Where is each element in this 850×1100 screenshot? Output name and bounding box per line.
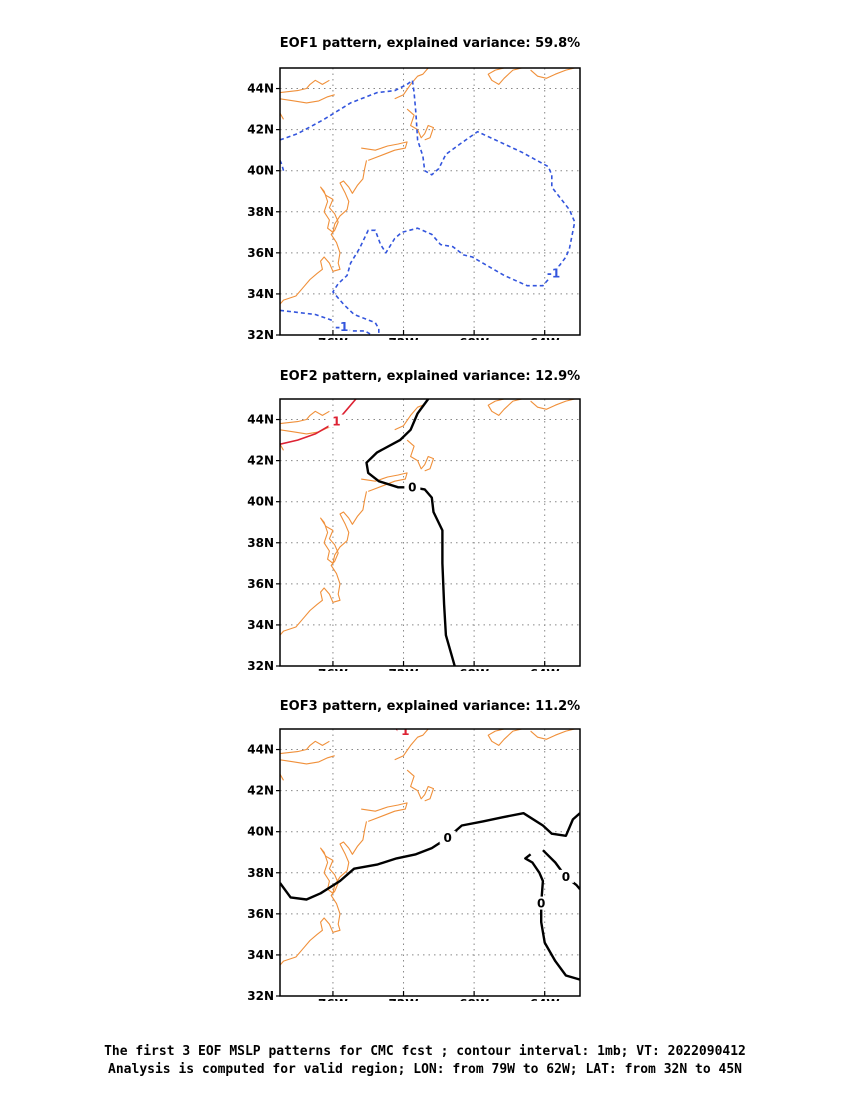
x-tick-label: 76W: [318, 667, 348, 671]
x-tick-label: 68W: [459, 667, 489, 671]
coastline: [406, 108, 435, 141]
coastline: [280, 160, 368, 305]
coastline: [280, 740, 330, 755]
coastline: [487, 399, 522, 416]
map-layers: 10: [280, 399, 575, 666]
y-tick-label: 36N: [247, 577, 274, 591]
contour-label-bg: [545, 266, 562, 280]
y-tick-label: 38N: [247, 536, 274, 550]
x-tick-label: 64W: [530, 997, 560, 1001]
coastline: [280, 410, 330, 425]
y-tick-label: 42N: [247, 123, 274, 137]
contour-label-bg: [328, 414, 345, 428]
y-tick-label: 44N: [247, 413, 274, 427]
x-tick-label: 76W: [318, 336, 348, 340]
y-tick-label: 40N: [247, 825, 274, 839]
panel-title-eof1: EOF1 pattern, explained variance: 59.8%: [279, 36, 581, 51]
y-tick-label: 42N: [247, 784, 274, 798]
y-tick-label: 34N: [247, 287, 274, 301]
y-tick-label: 36N: [247, 246, 274, 260]
contour-label: 0: [562, 870, 570, 884]
caption-line-2: Analysis is computed for valid region; L…: [108, 1062, 742, 1077]
coastline: [361, 472, 408, 492]
y-tick-label: 32N: [247, 328, 274, 340]
panel-title-eof3: EOF3 pattern, explained variance: 11.2%: [279, 699, 581, 714]
coastline: [487, 68, 522, 85]
contour-line: [280, 79, 576, 335]
panel-title-eof2: EOF2 pattern, explained variance: 12.9%: [279, 369, 581, 384]
x-tick-label: 72W: [389, 667, 419, 671]
coastline: [394, 68, 429, 100]
caption-line-1: The first 3 EOF MSLP patterns for CMC fc…: [104, 1044, 746, 1059]
contour-label-bg: [397, 729, 414, 738]
coastline: [361, 141, 408, 161]
coastline: [406, 439, 435, 472]
y-tick-label: 32N: [247, 659, 274, 671]
contour-label-bg: [533, 896, 550, 910]
contour-line: [365, 399, 456, 666]
map-frame: [279, 728, 581, 997]
eof2-map: 1076W72W68W64W44N42N40N38N36N34N32N: [247, 398, 581, 671]
coastline: [280, 79, 330, 94]
contour-label: 0: [537, 897, 545, 911]
coastline: [361, 802, 408, 822]
contour-label-bg: [439, 830, 456, 844]
x-tick-label: 64W: [530, 667, 560, 671]
x-tick-label: 72W: [389, 997, 419, 1001]
y-tick-label: 44N: [247, 82, 274, 96]
y-tick-label: 38N: [247, 205, 274, 219]
map-frame: [279, 67, 581, 336]
eof1-map: -1 -1 76W 72W 68W 64W 44N 42N 40N 38N 36N 34N 32N: [247, 67, 581, 340]
coastline: [530, 68, 575, 79]
contour-label-bg: [557, 869, 574, 883]
y-tick-label: 42N: [247, 454, 274, 468]
y-tick-label: 40N: [247, 495, 274, 509]
contour-label-bg: [404, 480, 421, 494]
x-tick-label: 64W: [530, 336, 560, 340]
contour-label: 0: [443, 831, 451, 845]
coastline: [280, 755, 335, 765]
x-tick-label: 68W: [459, 997, 489, 1001]
y-tick-label: 40N: [247, 164, 274, 178]
contour-label: -1: [335, 320, 348, 334]
coastline: [530, 729, 575, 740]
coastline: [394, 729, 429, 761]
y-tick-label: 34N: [247, 948, 274, 962]
coastline: [487, 729, 522, 746]
coastline: [406, 769, 435, 802]
coastline: [530, 399, 575, 410]
coastline: [280, 491, 368, 636]
contour-label: -1: [547, 266, 560, 280]
y-tick-label: 34N: [247, 618, 274, 632]
eof3-map: 1 0 0 0 76W 72W 68W 64W 44N 42N 40N 38N 36N 34N 32N: [247, 724, 581, 1001]
contour-label: 1: [332, 415, 340, 429]
x-tick-label: 68W: [459, 336, 489, 340]
map-frame: [279, 398, 581, 667]
x-tick-label: 72W: [389, 336, 419, 340]
contour-label: 0: [408, 480, 416, 494]
contour-line: [280, 309, 373, 335]
y-tick-label: 44N: [247, 743, 274, 757]
map-layers: -1 -1: [280, 68, 576, 335]
y-tick-label: 38N: [247, 866, 274, 880]
coastline: [280, 94, 335, 104]
map-layers: 1 0 0 0: [280, 724, 580, 981]
contour-label-bg: [333, 319, 350, 333]
y-tick-label: 32N: [247, 989, 274, 1001]
y-tick-label: 36N: [247, 907, 274, 921]
contour-line: [280, 399, 357, 445]
coastline: [280, 821, 368, 966]
x-tick-label: 76W: [318, 997, 348, 1001]
contour-label: 1: [401, 724, 409, 738]
